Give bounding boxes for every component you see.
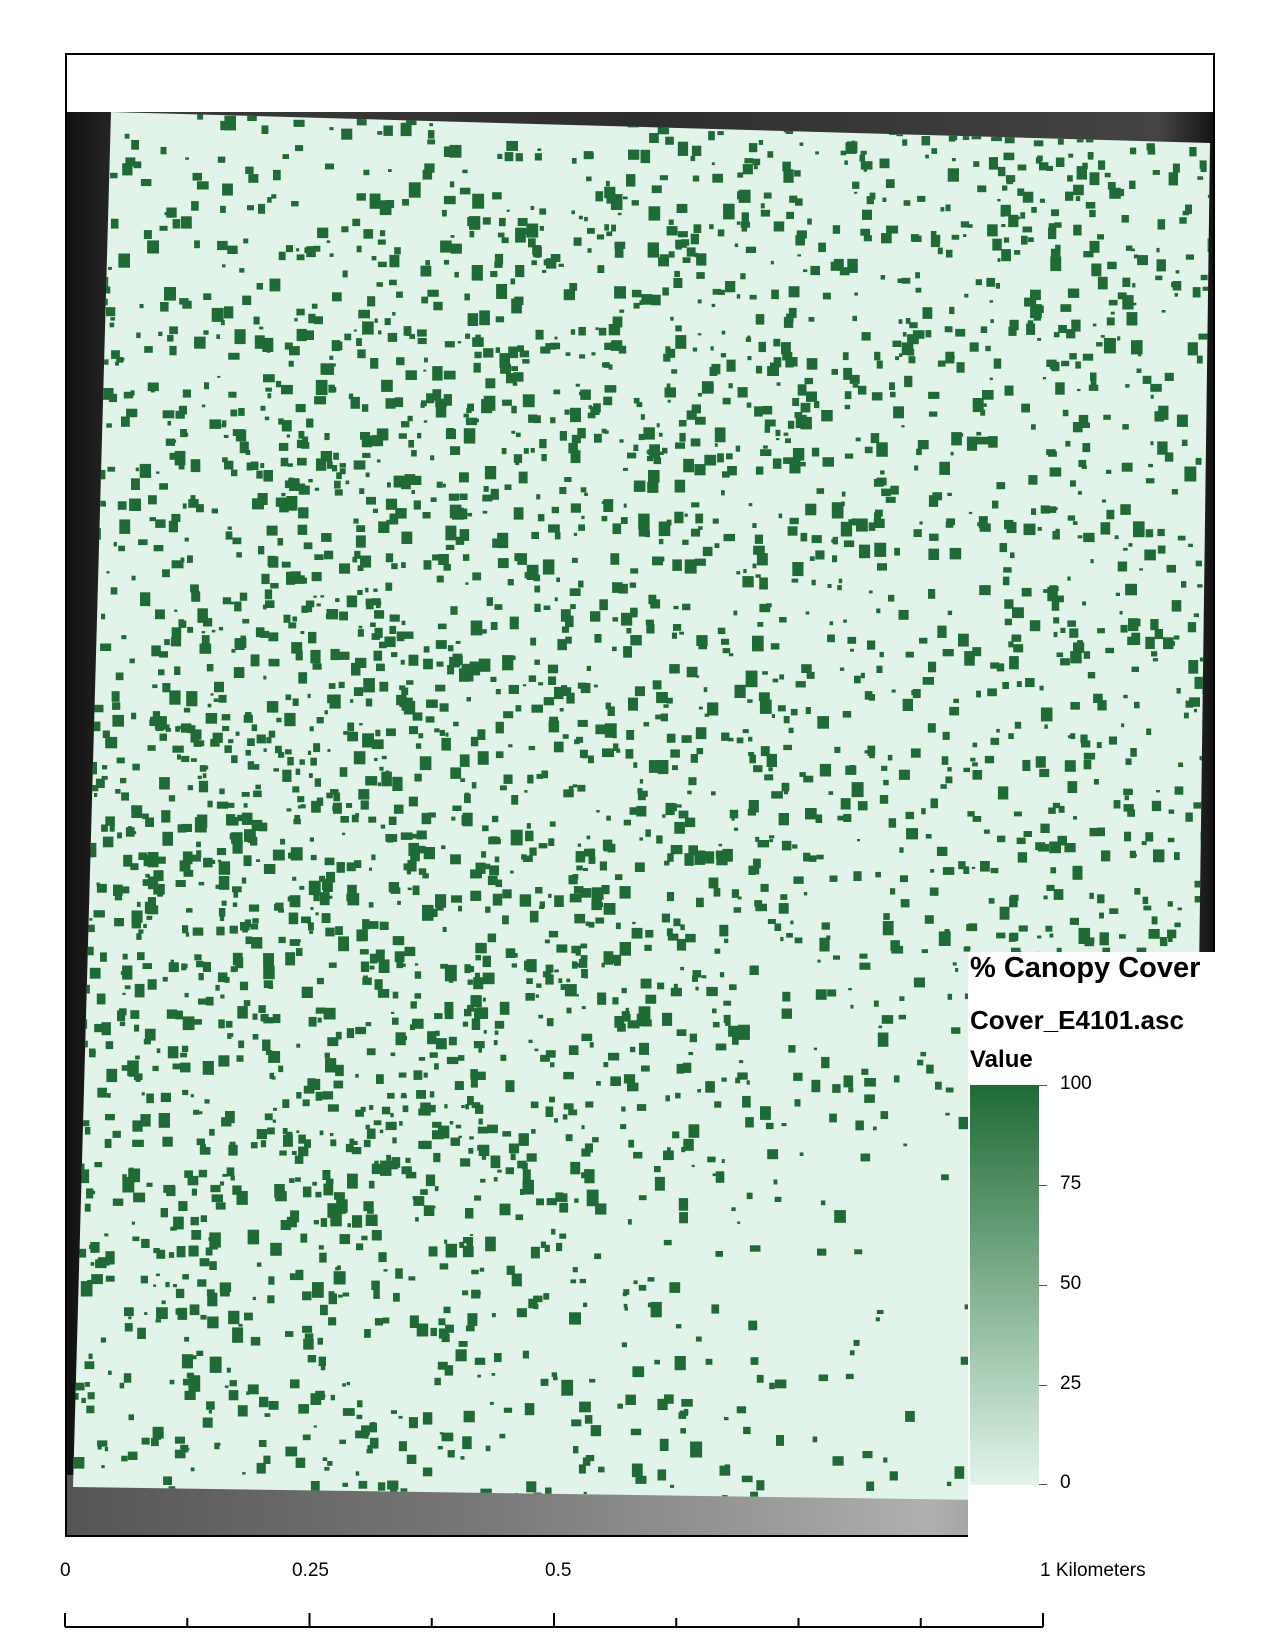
legend-break-label: 25 — [1060, 1373, 1082, 1394]
legend-tick — [1039, 1185, 1047, 1186]
legend-field-label: Value — [970, 1046, 1033, 1073]
legend-layer-name: Cover_E4101.asc — [970, 1005, 1184, 1035]
map-frame[interactable] — [65, 53, 1215, 1537]
legend-tick — [1039, 1285, 1047, 1286]
legend-break-label: 0 — [1060, 1472, 1071, 1493]
scale-bar: 0 0.25 0.5 1 Kilometers — [0, 1560, 1275, 1650]
canopy-cover-raster[interactable] — [67, 55, 1215, 1537]
legend-tick — [1039, 1385, 1047, 1386]
legend-color-ramp — [970, 1085, 1039, 1485]
scale-bar-ticks — [64, 1613, 1044, 1628]
legend-break-label: 75 — [1060, 1173, 1082, 1194]
legend-tick — [1039, 1085, 1047, 1086]
scale-label-05: 0.5 — [545, 1560, 572, 1581]
scale-label-025: 0.25 — [292, 1560, 329, 1581]
legend: % Canopy Cover Cover_E4101.asc Value 100… — [968, 952, 1215, 1537]
legend-tick — [1039, 1484, 1047, 1485]
scale-label-0: 0 — [60, 1560, 71, 1581]
legend-break-label: 50 — [1060, 1273, 1082, 1294]
legend-break-label: 100 — [1060, 1073, 1092, 1094]
legend-title: % Canopy Cover — [970, 952, 1201, 984]
scale-label-1km: 1 Kilometers — [1040, 1560, 1146, 1581]
